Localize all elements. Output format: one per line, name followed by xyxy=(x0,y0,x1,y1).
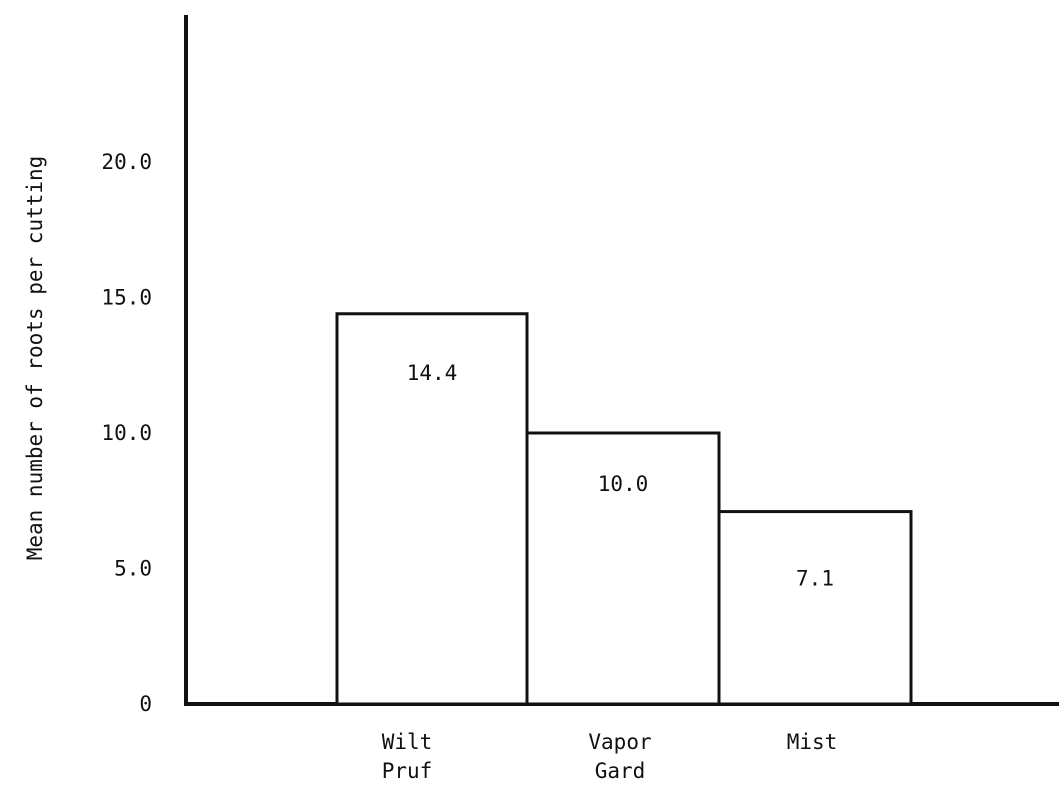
bar xyxy=(717,510,913,706)
x-tick-label: Mist xyxy=(787,730,838,754)
y-tick-label: 10.0 xyxy=(101,421,152,445)
bar-value-label: 10.0 xyxy=(598,472,649,496)
y-tick-label: 20.0 xyxy=(101,150,152,174)
bar xyxy=(525,431,721,706)
bar xyxy=(335,312,529,706)
y-tick-label: 15.0 xyxy=(101,286,152,310)
x-tick-label: Wilt Pruf xyxy=(382,730,433,783)
bar-value-label: 7.1 xyxy=(796,567,834,591)
x-tick-label: Vapor Gard xyxy=(588,730,651,783)
y-axis-label: Mean number of roots per cutting xyxy=(23,156,47,561)
y-tick-label: 0 xyxy=(139,692,152,716)
bar-value-label: 14.4 xyxy=(407,361,458,385)
y-tick-label: 5.0 xyxy=(114,557,152,581)
